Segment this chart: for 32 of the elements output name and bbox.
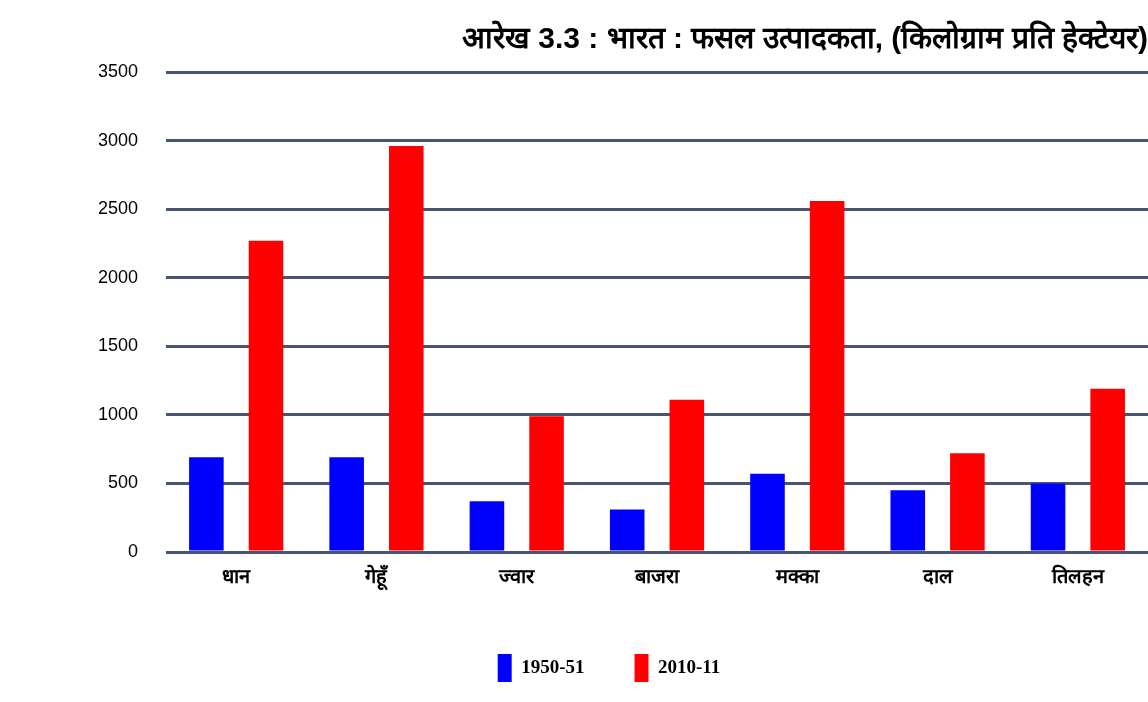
bar: [469, 501, 505, 551]
x-tick-label: गेहूँ: [364, 564, 390, 592]
y-tick-label: 3500: [98, 60, 139, 81]
y-tick-label: 0: [128, 540, 139, 561]
bar: [609, 509, 645, 551]
bar: [1090, 388, 1125, 551]
chart-title: आरेख 3.3 : भारत : फसल उत्पादकता, (किलोग्राम प्रति हेक्टेयर): [461, 20, 1148, 55]
bar: [529, 416, 564, 551]
bar: [669, 399, 705, 551]
bar: [950, 453, 985, 551]
bar: [248, 240, 284, 551]
y-tick-label: 1500: [98, 335, 139, 356]
x-tick-label: बाजरा: [634, 564, 681, 589]
bar: [1030, 483, 1066, 551]
x-tick-label: तिलहन: [1050, 564, 1105, 589]
bar: [890, 490, 926, 551]
y-tick-label: 1000: [98, 403, 139, 424]
bar: [189, 457, 224, 551]
bar: [809, 200, 845, 551]
x-tick-label: मक्का: [774, 564, 820, 589]
y-tick-label: 500: [108, 472, 139, 493]
x-tick-label: ज्वार: [498, 564, 536, 589]
y-tick-label: 2500: [98, 198, 139, 219]
legend-label: 2010-11: [658, 655, 721, 677]
bar: [388, 146, 424, 551]
bar: [750, 473, 785, 551]
y-tick-label: 2000: [98, 266, 139, 287]
y-tick-label: 3000: [98, 129, 139, 150]
x-tick-label: दाल: [921, 564, 954, 589]
x-tick-label: धान: [222, 564, 252, 589]
bar: [329, 457, 364, 551]
legend-label: 1950-51: [521, 655, 585, 677]
